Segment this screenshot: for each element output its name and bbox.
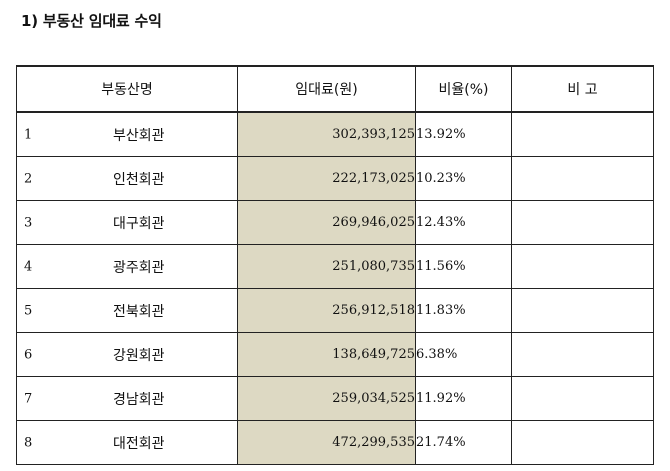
- note-cell: [511, 332, 654, 377]
- note-cell: [511, 376, 654, 421]
- property-cell: 7 경남회관: [16, 376, 238, 421]
- ratio-value: 21.74%: [415, 420, 512, 465]
- ratio-value: 12.43%: [415, 200, 512, 245]
- note-cell: [511, 156, 654, 201]
- ratio-value: 11.56%: [415, 244, 512, 289]
- header-note: 비 고: [511, 65, 654, 113]
- note-cell: [511, 200, 654, 245]
- table-row: 4 광주회관 251,080,735 11.56%: [16, 244, 654, 289]
- ratio-value: 10.23%: [415, 156, 512, 201]
- rental-income-table: 부동산명 임대료(원) 비율(%) 비 고 1 부산회관 302,393,125 13…: [16, 65, 654, 465]
- property-cell: 8 대전회관: [16, 420, 238, 465]
- table-row: 5 전북회관 256,912,518 11.83%: [16, 288, 654, 333]
- property-name: 부산회관: [113, 127, 165, 144]
- ratio-value: 13.92%: [415, 111, 512, 157]
- row-number: 2: [24, 171, 33, 186]
- table-row: 7 경남회관 259,034,525 11.92%: [16, 376, 654, 421]
- property-cell: 6 강원회관: [16, 332, 238, 377]
- row-number: 7: [24, 391, 33, 406]
- ratio-value: 11.83%: [415, 288, 512, 333]
- property-name: 강원회관: [113, 347, 165, 364]
- rent-amount: 259,034,525: [237, 376, 416, 421]
- note-cell: [511, 288, 654, 333]
- row-number: 6: [24, 347, 33, 362]
- rent-amount: 269,946,025: [237, 200, 416, 245]
- note-cell: [511, 111, 654, 157]
- rent-amount: 256,912,518: [237, 288, 416, 333]
- table-header-row: 부동산명 임대료(원) 비율(%) 비 고: [16, 65, 654, 113]
- row-number: 8: [24, 435, 33, 450]
- note-cell: [511, 244, 654, 289]
- rent-amount: 472,299,535: [237, 420, 416, 465]
- rent-amount: 222,173,025: [237, 156, 416, 201]
- property-name: 인천회관: [113, 171, 165, 188]
- property-cell: 2 인천회관: [16, 156, 238, 201]
- header-ratio: 비율(%): [415, 65, 512, 113]
- table-row: 6 강원회관 138,649,725 6.38%: [16, 332, 654, 377]
- header-property-name: 부동산명: [16, 65, 238, 113]
- table-row: 3 대구회관 269,946,025 12.43%: [16, 200, 654, 245]
- property-cell: 5 전북회관: [16, 288, 238, 333]
- property-name: 광주회관: [113, 259, 165, 276]
- property-cell: 3 대구회관: [16, 200, 238, 245]
- property-name: 대구회관: [113, 215, 165, 232]
- row-number: 3: [24, 215, 33, 230]
- row-number: 5: [24, 303, 33, 318]
- note-cell: [511, 420, 654, 465]
- table-body: 1 부산회관 302,393,125 13.92% 2 인천회관 222,173,025 10…: [16, 111, 654, 465]
- property-name: 경남회관: [113, 391, 165, 408]
- rent-amount: 251,080,735: [237, 244, 416, 289]
- property-name: 대전회관: [113, 435, 165, 452]
- rent-amount: 302,393,125: [237, 111, 416, 157]
- table-row: 2 인천회관 222,173,025 10.23%: [16, 156, 654, 201]
- table-row: 1 부산회관 302,393,125 13.92%: [16, 111, 654, 157]
- ratio-value: 6.38%: [415, 332, 512, 377]
- section-title: 1) 부동산 임대료 수익: [21, 12, 162, 30]
- rent-amount: 138,649,725: [237, 332, 416, 377]
- table-row: 8 대전회관 472,299,535 21.74%: [16, 420, 654, 465]
- ratio-value: 11.92%: [415, 376, 512, 421]
- header-rent-amount: 임대료(원): [237, 65, 416, 113]
- property-cell: 4 광주회관: [16, 244, 238, 289]
- row-number: 4: [24, 259, 33, 274]
- property-cell: 1 부산회관: [16, 111, 238, 157]
- row-number: 1: [24, 127, 33, 142]
- property-name: 전북회관: [113, 303, 165, 320]
